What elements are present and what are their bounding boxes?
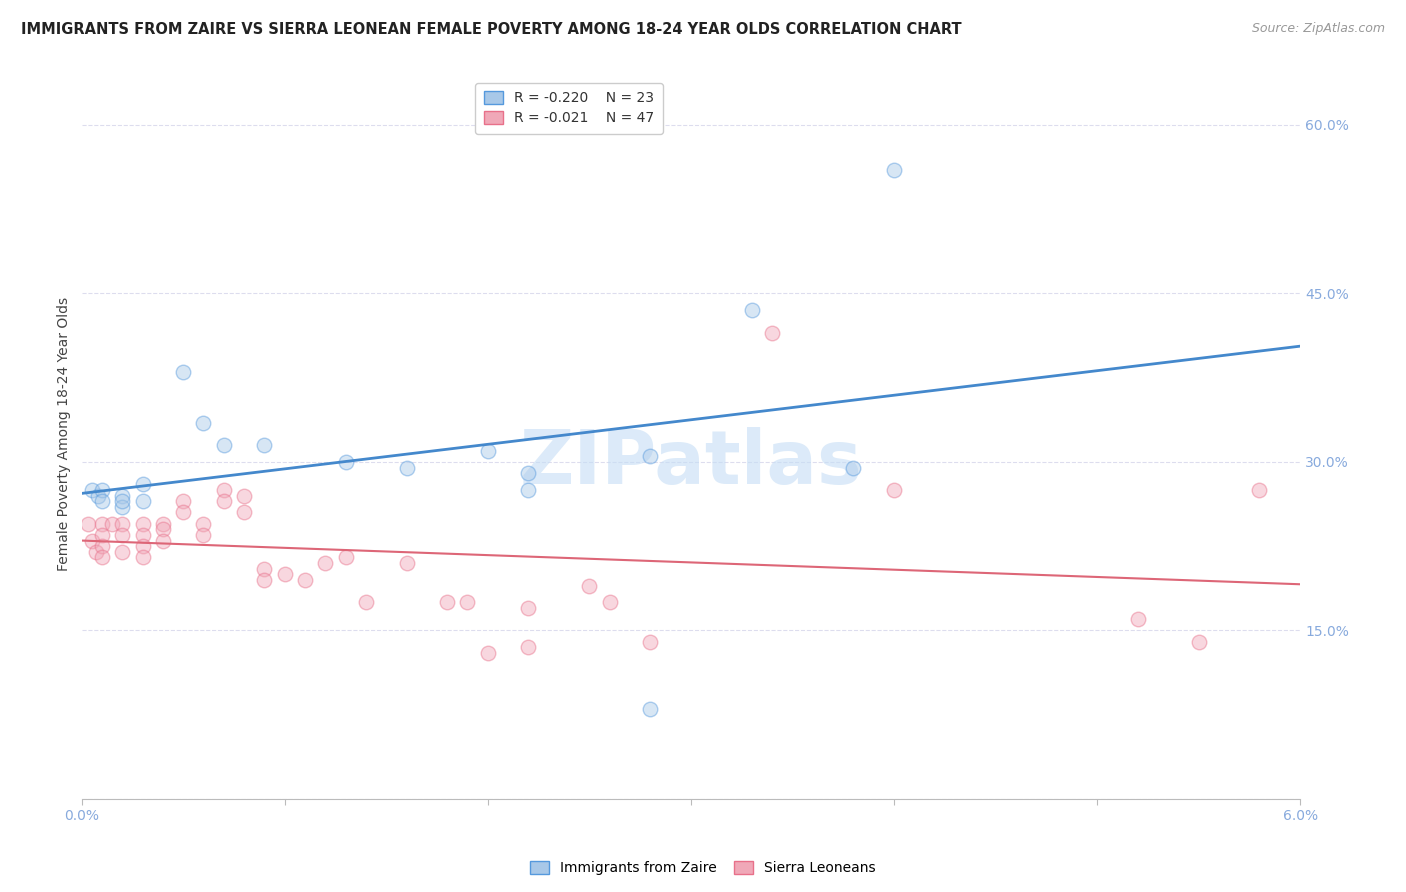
Point <box>599 595 621 609</box>
Point <box>578 578 600 592</box>
Point <box>273 567 295 582</box>
Point <box>131 516 153 531</box>
Point <box>335 550 357 565</box>
Point <box>395 556 418 570</box>
Point <box>517 601 540 615</box>
Point <box>741 303 763 318</box>
Point <box>193 416 215 430</box>
Text: IMMIGRANTS FROM ZAIRE VS SIERRA LEONEAN FEMALE POVERTY AMONG 18-24 YEAR OLDS COR: IMMIGRANTS FROM ZAIRE VS SIERRA LEONEAN … <box>21 22 962 37</box>
Point <box>477 443 499 458</box>
Point <box>1249 483 1271 497</box>
Point <box>395 460 418 475</box>
Point <box>517 483 540 497</box>
Point <box>212 494 235 508</box>
Point <box>111 545 134 559</box>
Point <box>233 506 256 520</box>
Point <box>314 556 336 570</box>
Legend: Immigrants from Zaire, Sierra Leoneans: Immigrants from Zaire, Sierra Leoneans <box>524 855 882 880</box>
Point <box>253 573 276 587</box>
Point <box>761 326 783 340</box>
Point <box>131 550 153 565</box>
Point <box>456 595 478 609</box>
Point <box>842 460 865 475</box>
Point <box>90 516 112 531</box>
Point <box>354 595 377 609</box>
Text: ZIPatlas: ZIPatlas <box>520 426 862 500</box>
Point <box>84 545 107 559</box>
Point <box>131 494 153 508</box>
Point <box>76 516 98 531</box>
Point <box>90 494 112 508</box>
Point <box>253 562 276 576</box>
Point <box>131 528 153 542</box>
Point <box>111 516 134 531</box>
Point <box>253 438 276 452</box>
Point <box>80 533 103 548</box>
Point <box>1187 634 1209 648</box>
Point <box>294 573 316 587</box>
Point <box>90 528 112 542</box>
Point <box>638 450 661 464</box>
Point <box>90 483 112 497</box>
Point <box>233 489 256 503</box>
Point <box>152 533 174 548</box>
Point <box>212 438 235 452</box>
Point <box>111 489 134 503</box>
Point <box>131 477 153 491</box>
Point <box>111 500 134 514</box>
Point <box>517 640 540 655</box>
Point <box>477 646 499 660</box>
Point <box>90 539 112 553</box>
Point <box>131 539 153 553</box>
Point <box>638 702 661 716</box>
Point <box>90 550 112 565</box>
Point <box>883 483 905 497</box>
Point <box>193 528 215 542</box>
Point <box>172 365 194 379</box>
Point <box>87 489 110 503</box>
Point <box>111 528 134 542</box>
Point <box>193 516 215 531</box>
Point <box>101 516 124 531</box>
Point <box>883 162 905 177</box>
Point <box>212 483 235 497</box>
Point <box>638 634 661 648</box>
Point <box>152 522 174 536</box>
Point <box>152 516 174 531</box>
Point <box>172 494 194 508</box>
Point <box>1126 612 1149 626</box>
Y-axis label: Female Poverty Among 18-24 Year Olds: Female Poverty Among 18-24 Year Olds <box>58 297 72 571</box>
Point <box>517 466 540 480</box>
Point <box>436 595 458 609</box>
Point <box>335 455 357 469</box>
Point <box>80 483 103 497</box>
Point <box>111 494 134 508</box>
Point <box>172 506 194 520</box>
Legend: R = -0.220    N = 23, R = -0.021    N = 47: R = -0.220 N = 23, R = -0.021 N = 47 <box>475 83 662 134</box>
Text: Source: ZipAtlas.com: Source: ZipAtlas.com <box>1251 22 1385 36</box>
